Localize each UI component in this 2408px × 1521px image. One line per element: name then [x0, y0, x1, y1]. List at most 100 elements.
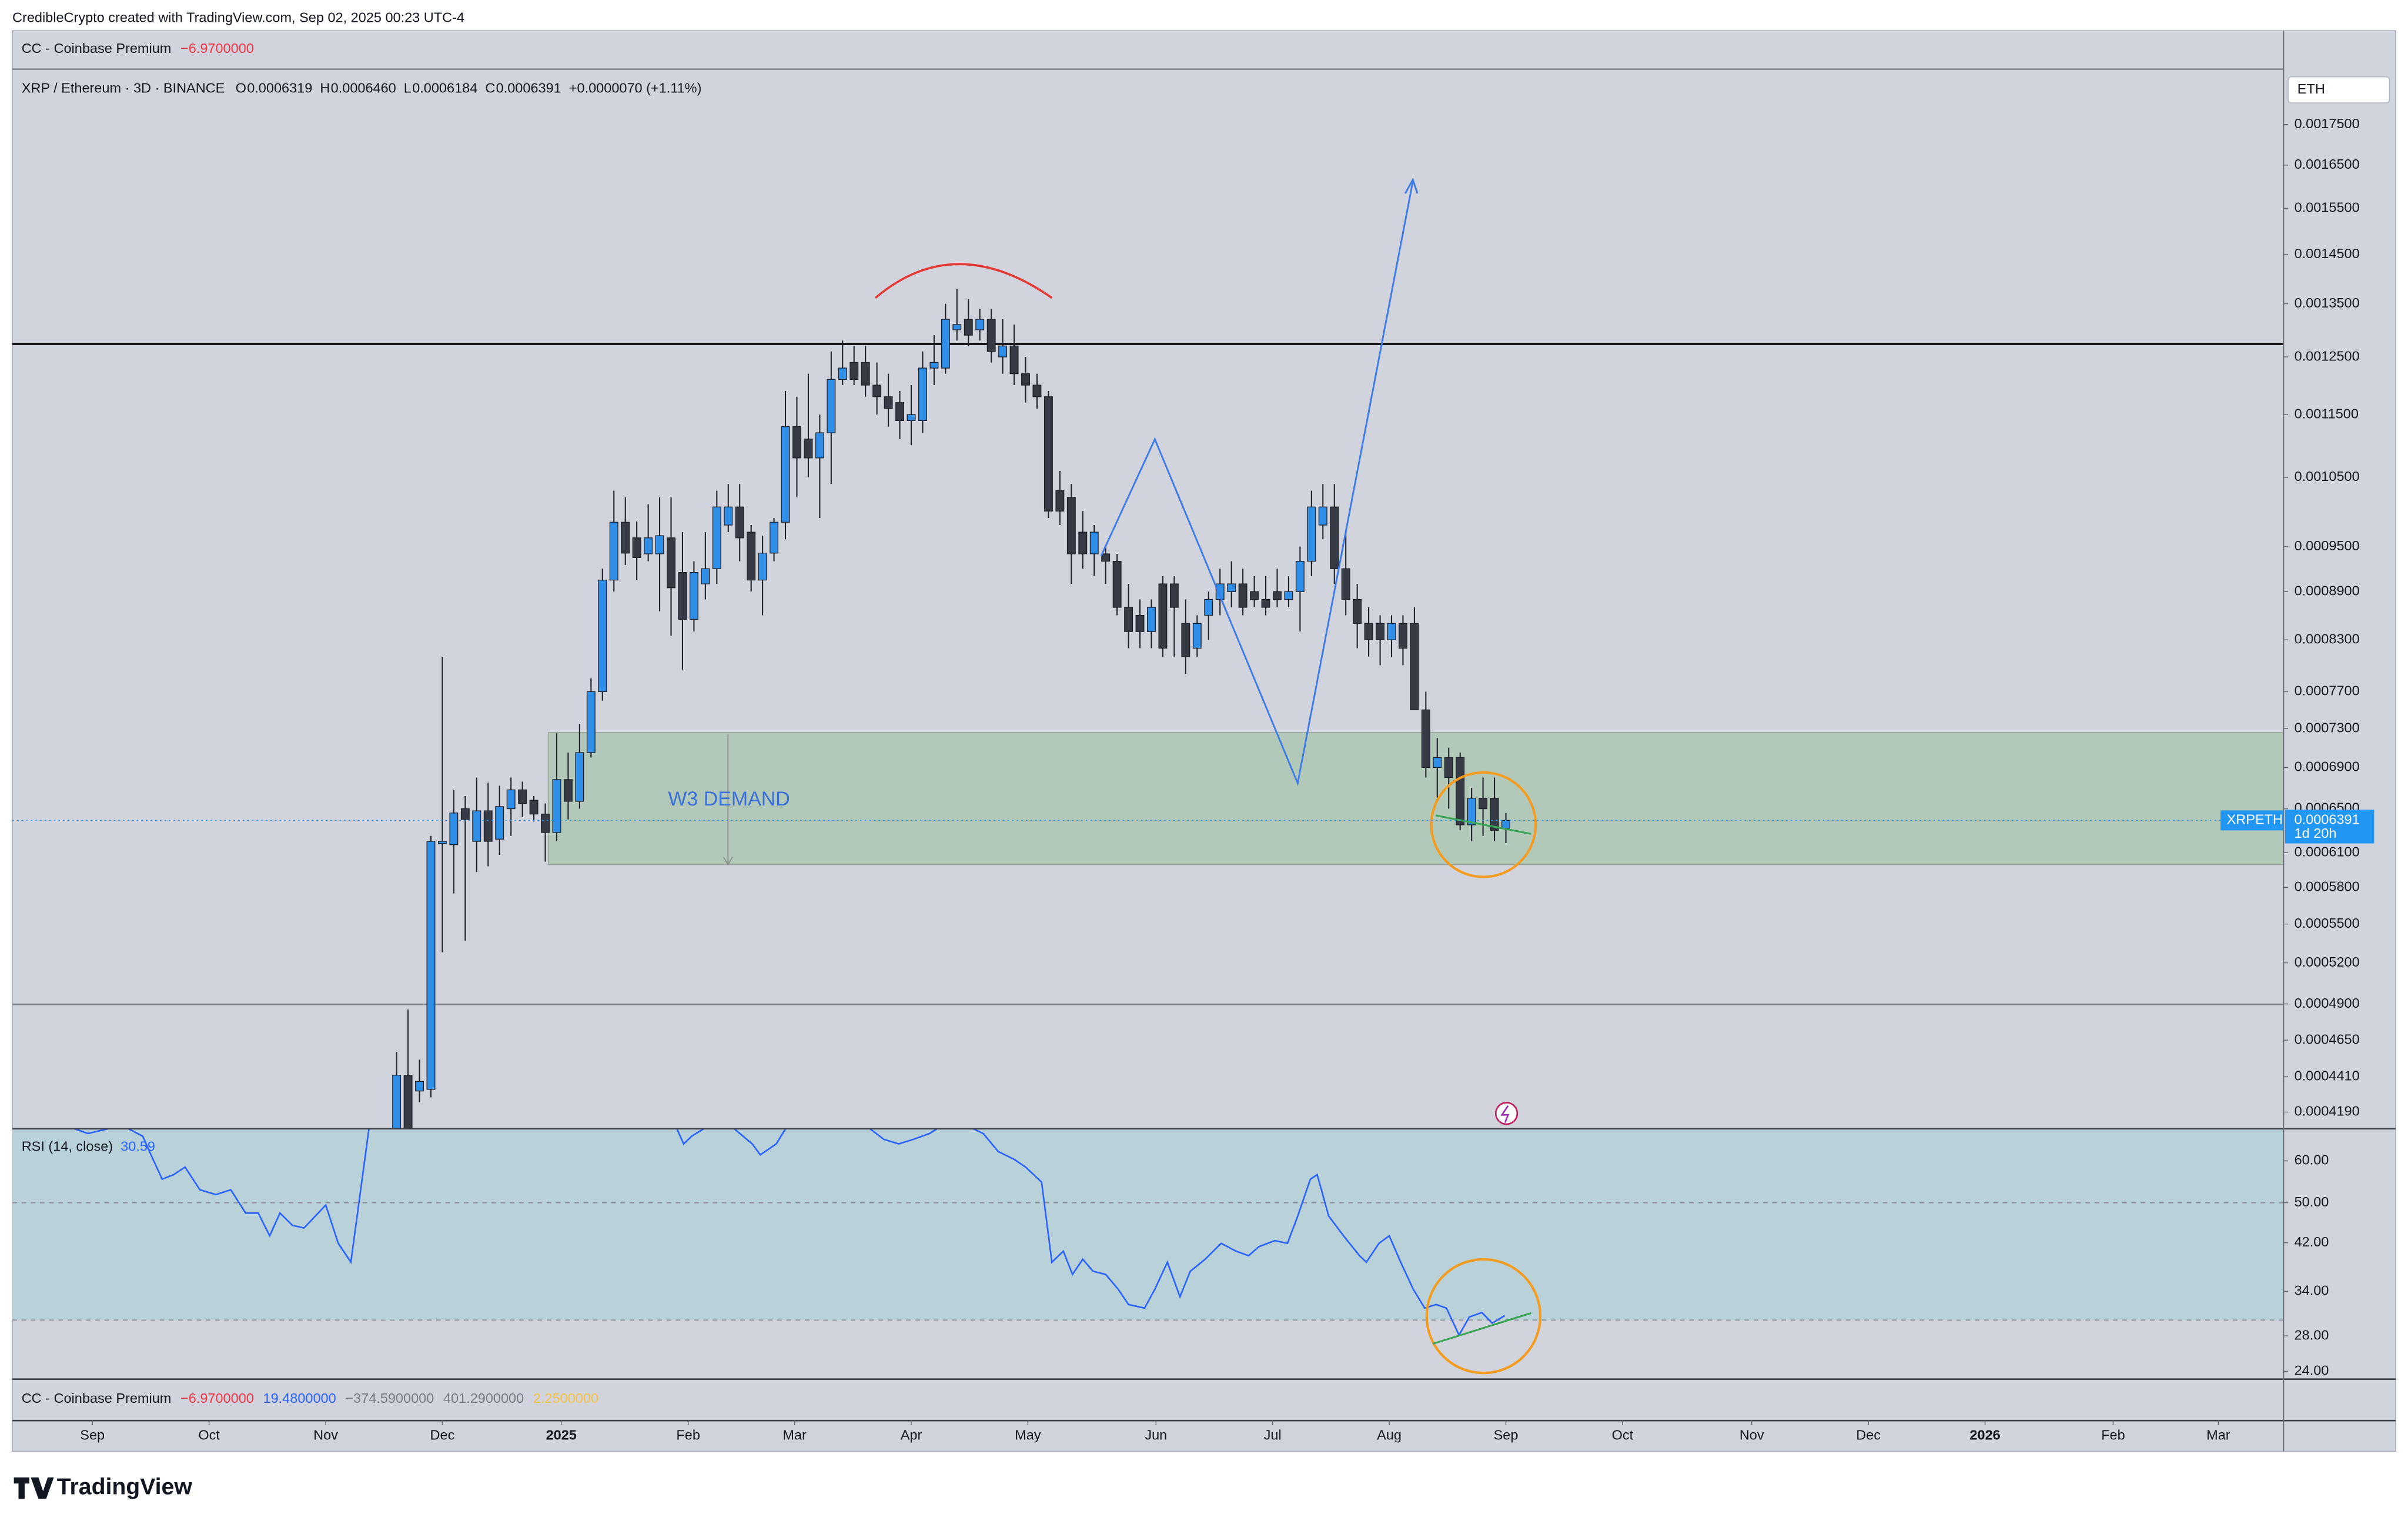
- legend-text: CC - Coinbase Premium: [22, 1390, 172, 1406]
- candle-body: [1250, 591, 1259, 600]
- demand-zone: [547, 732, 2285, 865]
- candle-body: [1353, 599, 1362, 624]
- candle-body: [1089, 531, 1099, 554]
- y-tick-label: 0.0004900: [2295, 995, 2360, 1011]
- candle-body: [518, 789, 527, 804]
- x-tick-label: Sep: [1494, 1427, 1519, 1442]
- candle-body: [838, 367, 847, 380]
- candle-body: [998, 345, 1008, 357]
- y-tick-label: 60.00: [2295, 1152, 2329, 1168]
- candle-body: [895, 402, 904, 421]
- event-icon: [1494, 1102, 1519, 1125]
- candle-body: [724, 506, 733, 526]
- candle-body: [1307, 506, 1316, 562]
- candle-body: [449, 813, 459, 845]
- legend-text: +0.0000070 (+1.11%): [569, 81, 702, 96]
- rsi-trendline: [1432, 1312, 1531, 1345]
- price-trendline: [1436, 814, 1531, 835]
- y-tick-label: 0.0009500: [2295, 538, 2360, 553]
- price-circle: [1430, 771, 1537, 878]
- candle-body: [1169, 583, 1179, 608]
- y-tick-label: 0.0014500: [2295, 246, 2360, 261]
- candle-body: [1135, 614, 1145, 632]
- x-tick-label: Mar: [782, 1427, 807, 1442]
- legend-text: CC - Coinbase Premium: [22, 41, 172, 56]
- candle-body: [1376, 623, 1384, 640]
- y-tick-label: 0.0005800: [2295, 879, 2360, 894]
- x-tick-label: Dec: [1856, 1427, 1881, 1442]
- candle-body: [735, 506, 744, 539]
- candle-body: [586, 691, 596, 753]
- candles: [392, 288, 1510, 1129]
- candle-body: [460, 808, 470, 820]
- currency[interactable]: ETH: [2297, 81, 2325, 96]
- legend-text: 30.59: [121, 1138, 155, 1154]
- candle-body: [1410, 623, 1419, 711]
- candle-body: [861, 362, 870, 386]
- x-tick-label: Jun: [1145, 1427, 1167, 1442]
- candle-body: [1101, 553, 1111, 562]
- candle-body: [563, 779, 573, 802]
- candle-body: [575, 752, 584, 802]
- candle-body: [952, 324, 962, 330]
- legend-text: −6.9700000: [180, 1390, 254, 1406]
- candle-body: [1456, 757, 1465, 825]
- y-tick-label: 0.0006900: [2295, 759, 2360, 774]
- candle-body: [1479, 797, 1488, 810]
- candle-body: [667, 537, 675, 589]
- symbol-tag: [2220, 810, 2284, 831]
- candle-body: [621, 522, 630, 554]
- candle-body: [827, 379, 836, 433]
- candle-body: [781, 426, 790, 523]
- currency-box[interactable]: [2287, 76, 2390, 103]
- candle-body: [1318, 506, 1327, 526]
- zone-arrow-head: [723, 857, 733, 866]
- y-tick-label: 0.0005200: [2295, 954, 2360, 970]
- candle-body: [1192, 623, 1202, 649]
- candle-body: [1238, 583, 1248, 608]
- candle-body: [1387, 623, 1396, 640]
- legend-text: H: [320, 81, 330, 96]
- legend-text: 0.0006319: [247, 81, 312, 96]
- candle-body: [1181, 623, 1190, 657]
- zone-label: W3 DEMAND: [668, 788, 790, 810]
- x-tick-label: Oct: [198, 1427, 220, 1442]
- candle-body: [1158, 583, 1168, 649]
- y-tick-label: 0.0004650: [2295, 1031, 2360, 1047]
- candle-body: [975, 319, 985, 330]
- legend-text: C: [485, 81, 495, 96]
- candle-body: [1273, 591, 1282, 600]
- candle-body: [918, 367, 927, 421]
- y-tick-label: 0.0005500: [2295, 915, 2360, 931]
- projection-arrow-head: [1404, 178, 1419, 194]
- event-icon-bolt: [1500, 1105, 1510, 1123]
- candle-body: [1399, 623, 1407, 649]
- candle-body: [1227, 583, 1236, 592]
- candle-body: [1261, 599, 1270, 608]
- top-arc: [874, 263, 1053, 299]
- legend-text: 0.0006184: [412, 81, 477, 96]
- y-tick-label: 34.00: [2295, 1283, 2329, 1298]
- candle-body: [1467, 797, 1476, 825]
- candle-body: [1055, 490, 1065, 512]
- candle-body: [986, 319, 996, 352]
- candle-body: [437, 841, 447, 844]
- legend-text: L: [404, 81, 412, 96]
- legend-text: −6.9700000: [180, 41, 254, 56]
- legend-text: 2.2500000: [533, 1390, 598, 1406]
- x-tick-label: Feb: [676, 1427, 700, 1442]
- candle-body: [1009, 345, 1019, 375]
- candle-body: [758, 553, 767, 581]
- candle-body: [1204, 599, 1213, 616]
- candle-body: [1295, 560, 1305, 592]
- brand: TradingView: [57, 1474, 193, 1499]
- brand-logo: [14, 1477, 54, 1499]
- y-tick-label: 0.0008300: [2295, 631, 2360, 646]
- x-tick-label: Sep: [80, 1427, 105, 1442]
- candle-body: [1078, 531, 1088, 554]
- candle-body: [1147, 607, 1156, 632]
- symbol-tag-label: XRPETH: [2227, 812, 2283, 827]
- x-tick-label: Jul: [1264, 1427, 1282, 1442]
- candle-body: [1501, 820, 1510, 829]
